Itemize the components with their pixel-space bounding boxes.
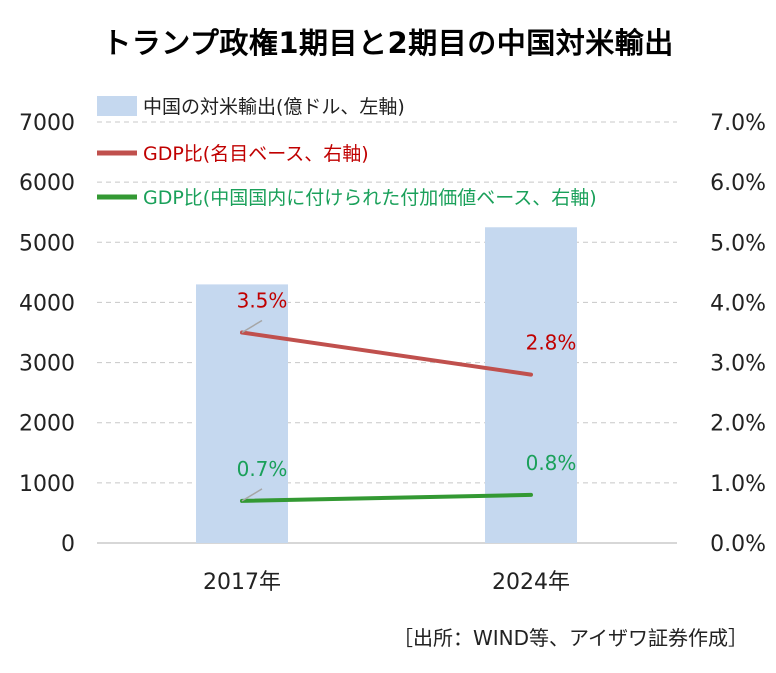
label-leader-line bbox=[241, 488, 263, 502]
y-right-tick-label: 5.0% bbox=[710, 231, 766, 256]
label-leader-line bbox=[241, 319, 263, 334]
series-line bbox=[240, 330, 533, 377]
y-right-tick-label: 2.0% bbox=[710, 412, 766, 437]
bar bbox=[196, 284, 288, 543]
legend-swatch bbox=[97, 96, 137, 116]
y-left-tick-label: 3000 bbox=[19, 352, 75, 377]
x-tick-label: 2017年 bbox=[203, 570, 281, 595]
y-left-tick-label: 4000 bbox=[19, 291, 75, 316]
data-label: 0.7% bbox=[237, 457, 288, 481]
legend-label: GDP比(中国国内に付けられた付加価値ベース、右軸) bbox=[143, 187, 597, 209]
y-left-tick-label: 1000 bbox=[19, 472, 75, 497]
y-right-tick-label: 7.0% bbox=[710, 111, 766, 136]
y-left-tick-label: 2000 bbox=[19, 412, 75, 437]
source-note: ［出所：WIND等、アイザワ証券作成］ bbox=[392, 626, 748, 650]
y-left-tick-label: 6000 bbox=[19, 171, 75, 196]
data-label: 0.8% bbox=[526, 451, 577, 475]
legend-label: GDP比(名目ベース、右軸) bbox=[143, 143, 369, 165]
data-label: 3.5% bbox=[237, 289, 288, 313]
bar bbox=[485, 227, 577, 543]
series-line bbox=[240, 492, 533, 503]
chart-title: トランプ政権1期目と2期目の中国対米輸出 bbox=[102, 26, 674, 60]
y-right-tick-label: 6.0% bbox=[710, 171, 766, 196]
y-left-tick-label: 7000 bbox=[19, 111, 75, 136]
y-right-tick-label: 4.0% bbox=[710, 291, 766, 316]
x-tick-label: 2024年 bbox=[492, 570, 570, 595]
y-left-tick-label: 5000 bbox=[19, 231, 75, 256]
data-label: 2.8% bbox=[526, 331, 577, 355]
legend-label: 中国の対米輸出(億ドル、左軸) bbox=[143, 96, 405, 118]
y-right-tick-label: 3.0% bbox=[710, 352, 766, 377]
y-left-tick-label: 0 bbox=[61, 532, 75, 557]
y-right-tick-label: 1.0% bbox=[710, 472, 766, 497]
y-right-tick-label: 0.0% bbox=[710, 532, 766, 557]
